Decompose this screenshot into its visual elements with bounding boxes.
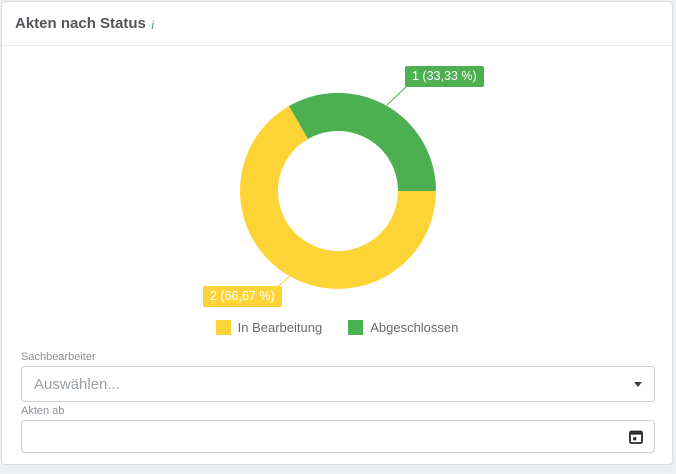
segment-in-bearbeitung[interactable] — [240, 106, 436, 289]
akten-ab-date-field[interactable] — [21, 420, 655, 453]
legend-label: In Bearbeitung — [237, 320, 323, 335]
page-title: Akten nach Status — [15, 15, 146, 32]
sachbearbeiter-label: Sachbearbeiter — [21, 351, 96, 363]
filter-form: Sachbearbeiter Auswählen... Akten ab — [2, 346, 672, 453]
segment-abgeschlossen[interactable] — [289, 92, 437, 191]
legend-item-abgeschlossen[interactable]: Abgeschlossen — [348, 320, 458, 335]
legend-swatch-yellow-icon — [215, 320, 231, 335]
info-icon[interactable]: i — [150, 17, 155, 32]
akten-nach-status-card: Akten nach Status i 1 (33,33 %) 2 (66,67… — [1, 1, 673, 465]
legend-swatch-green-icon — [348, 320, 364, 335]
data-label-in-bearbeitung: 2 (66,67 %) — [203, 286, 282, 307]
legend-item-in-bearbeitung[interactable]: In Bearbeitung — [215, 320, 323, 335]
card-header: Akten nach Status i — [2, 2, 672, 46]
donut-chart-canvas — [240, 86, 437, 291]
calendar-icon[interactable] — [628, 429, 644, 445]
data-label-abgeschlossen: 1 (33,33 %) — [405, 66, 484, 87]
legend-label: Abgeschlossen — [370, 320, 459, 335]
chart-legend: In Bearbeitung Abgeschlossen — [2, 320, 672, 335]
akten-ab-label: Akten ab — [21, 405, 65, 417]
donut-chart: 1 (33,33 %) 2 (66,67 %) In Bearbeitung A… — [2, 46, 672, 346]
select-placeholder: Auswählen... — [34, 375, 120, 393]
chevron-down-icon — [634, 381, 642, 387]
sachbearbeiter-select[interactable]: Auswählen... — [21, 366, 655, 402]
leader-line-abgeschlossen — [386, 86, 407, 106]
